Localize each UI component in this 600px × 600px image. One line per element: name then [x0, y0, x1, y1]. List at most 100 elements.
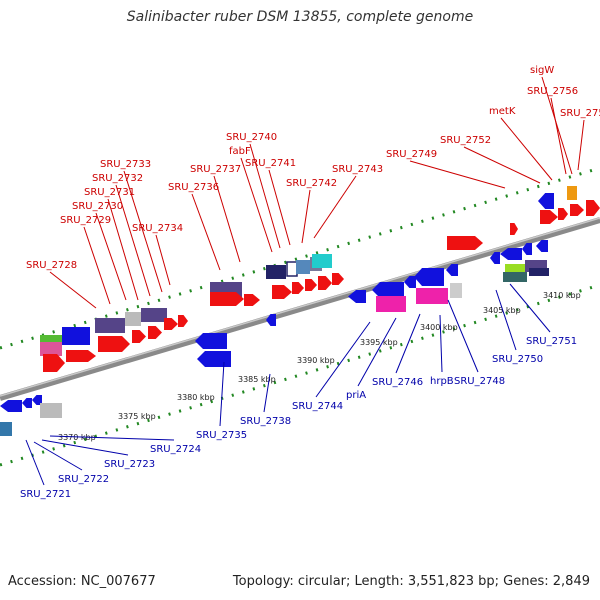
- leader-line-sru-2722: [33, 441, 83, 471]
- leader-line-sru-2724: [49, 435, 175, 441]
- gene-feature-51: [503, 272, 527, 282]
- leader-line-sru-2728: [49, 271, 97, 309]
- leader-line-sru-2751: [509, 283, 551, 333]
- leader-line-sru-2749: [409, 160, 506, 189]
- kbp-mark-3375-kbp: 3375 kbp: [118, 412, 156, 421]
- gene-label-sru-2730: SRU_2730: [72, 201, 123, 212]
- leader-line-sru-2741: [268, 169, 291, 246]
- leader-line-sru-2723: [41, 439, 129, 456]
- leader-line-sru-2737: [213, 175, 241, 263]
- gene-feature-2: [32, 395, 42, 405]
- gene-feature-41: [416, 288, 448, 304]
- gene-label-metk: metK: [489, 106, 516, 117]
- gene-labels: SRU_2728 SRU_2729 SRU_2730 SRU_2731 SRU_2732…: [20, 65, 600, 500]
- gene-label-sru-2740: SRU_2740: [226, 132, 277, 143]
- gene-feature-0: [0, 400, 22, 412]
- gene-label-sru-2741: SRU_2741: [245, 158, 296, 169]
- gene-label-sru-2736: SRU_2736: [168, 182, 219, 193]
- gene-feature-6: [40, 342, 62, 356]
- gene-feature-31: [292, 282, 304, 294]
- gene-label-sru-2723: SRU_2723: [104, 459, 155, 470]
- leader-line-sru-2746: [395, 313, 421, 374]
- kbp-mark-3400-kbp: 3400 kbp: [420, 323, 458, 332]
- gene-label-sru-2752: SRU_2752: [440, 135, 491, 146]
- genome-backbone-highlight: [0, 217, 600, 397]
- gene-feature-39: [446, 264, 458, 276]
- gene-feature-26: [296, 260, 310, 274]
- leader-line-sru-2733: [123, 170, 163, 293]
- gene-feature-32: [305, 279, 317, 291]
- kbp-mark-3410-kbp: 3410 kbp: [543, 291, 581, 300]
- leader-line-sru-2736: [191, 193, 221, 271]
- leader-lines: [25, 76, 585, 486]
- gene-feature-13: [98, 336, 130, 352]
- gene-feature-1: [22, 398, 32, 408]
- gene-label-sru-2744: SRU_2744: [292, 401, 343, 412]
- gene-feature-35: [348, 290, 366, 303]
- leader-line-sru-2752: [463, 146, 541, 184]
- gene-feature-40: [376, 296, 406, 312]
- gene-feature-18: [195, 333, 227, 349]
- kbp-mark-3390-kbp: 3390 kbp: [297, 356, 335, 365]
- gene-label-sru-2728: SRU_2728: [26, 260, 77, 271]
- kbp-mark-3380-kbp: 3380 kbp: [177, 393, 215, 402]
- gene-feature-37: [404, 276, 416, 288]
- gene-label-sru-2749: SRU_2749: [386, 149, 437, 160]
- gene-features: [0, 186, 600, 436]
- gene-feature-42: [450, 283, 462, 298]
- gene-feature-16: [164, 318, 178, 330]
- gene-feature-54: [567, 186, 577, 200]
- leader-line-sru-2734: [155, 234, 171, 286]
- leader-line-sru-2731: [107, 198, 139, 301]
- gene-feature-29: [312, 254, 332, 268]
- accession-text: Accession: NC_007677: [8, 574, 156, 589]
- gene-feature-33: [318, 276, 332, 290]
- gene-feature-53: [538, 193, 554, 209]
- gene-label-sru-2733: SRU_2733: [100, 159, 151, 170]
- gene-feature-7: [62, 327, 90, 345]
- gene-label-hrpb: hrpB: [430, 376, 454, 387]
- gene-feature-44: [510, 223, 518, 235]
- gene-feature-36: [372, 282, 404, 298]
- gene-feature-58: [586, 200, 600, 216]
- leader-line-sru-2750: [495, 289, 517, 351]
- gene-feature-15: [148, 326, 162, 339]
- leader-line-metk: [500, 117, 553, 181]
- leader-line-sru-2758: [577, 119, 585, 171]
- genome-backbone: [0, 217, 600, 401]
- kbp-mark-3405-kbp: 3405 kbp: [483, 306, 521, 315]
- gene-label-fabf: fabF: [229, 146, 251, 157]
- kbp-marks: 3370 kbp 3375 kbp 3380 kbp 3385 kbp 3390 kbp…: [58, 291, 581, 442]
- gene-feature-48: [536, 240, 548, 252]
- gene-feature-3: [40, 403, 62, 418]
- gene-feature-10: [141, 308, 167, 322]
- leader-line-sru-2735: [219, 361, 225, 427]
- leader-line-sru-2744: [315, 321, 371, 398]
- map-title: Salinibacter ruber DSM 13855, complete g…: [126, 9, 474, 25]
- leader-line-sru-2748: [447, 299, 479, 373]
- gene-feature-25: [286, 261, 298, 277]
- gene-label-sru-2729: SRU_2729: [60, 215, 111, 226]
- gene-feature-45: [490, 252, 500, 264]
- leader-line-sru-2732: [115, 184, 151, 297]
- gene-label-sru-2751: SRU_2751: [526, 336, 577, 347]
- leader-line-sru-2721: [25, 439, 45, 486]
- gene-feature-43: [447, 236, 483, 250]
- leader-line-sru-2743: [313, 175, 357, 239]
- gene-feature-57: [570, 204, 584, 216]
- gene-feature-52: [529, 268, 549, 276]
- gene-feature-4: [0, 422, 12, 436]
- gene-label-sru-2721: SRU_2721: [20, 489, 71, 500]
- gene-feature-55: [540, 210, 558, 224]
- gene-feature-14: [132, 330, 146, 343]
- gene-feature-11: [43, 354, 65, 372]
- gene-feature-19: [197, 351, 231, 367]
- gene-label-sigw: sigW: [530, 65, 554, 76]
- gene-label-sru-2758: SRU_2758: [560, 108, 600, 119]
- leader-line-sru-2742: [301, 189, 311, 244]
- gene-label-sru-2742: SRU_2742: [286, 178, 337, 189]
- gene-label-sru-2746: SRU_2746: [372, 377, 423, 388]
- gene-feature-46: [500, 248, 522, 260]
- gene-feature-8: [95, 318, 125, 333]
